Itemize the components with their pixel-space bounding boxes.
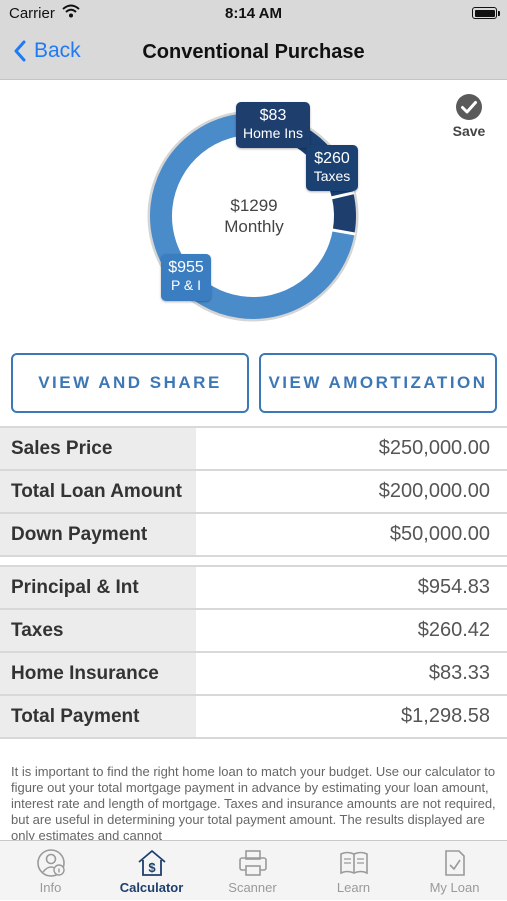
row-value[interactable]: $83.33 [428, 662, 490, 684]
tab-calculator[interactable]: $ Calculator [101, 841, 202, 901]
row-value[interactable]: $200,000.00 [378, 480, 490, 502]
chevron-left-icon [14, 40, 26, 62]
document-check-icon [444, 850, 465, 876]
table-row: Total Payment $1,298.58 [0, 696, 507, 739]
tab-scanner[interactable]: Scanner [202, 841, 303, 901]
book-icon [339, 851, 368, 875]
row-value: $954.83 [417, 576, 490, 598]
tab-label: Calculator [119, 880, 184, 895]
row-label: Down Payment [0, 514, 196, 555]
pi-amount: $955 [168, 259, 204, 276]
tab-my-loan[interactable]: My Loan [404, 841, 505, 901]
row-label: Sales Price [0, 428, 196, 469]
payment-donut-chart [147, 110, 359, 322]
page-title: Conventional Purchase [142, 41, 365, 63]
taxes-amount: $260 [314, 150, 350, 167]
tab-label: Learn [336, 880, 371, 895]
status-bar: Carrier 8:14 AM [0, 0, 507, 28]
row-value[interactable]: $250,000.00 [378, 437, 490, 459]
back-label: Back [34, 39, 81, 62]
back-button[interactable]: Back [14, 39, 81, 63]
slice-separator [331, 228, 356, 236]
status-time: 8:14 AM [225, 5, 282, 22]
donut-center-amount: $1299 [230, 196, 278, 215]
printer-icon [238, 850, 267, 876]
loan-summary-table: Sales Price $250,000.00 Total Loan Amoun… [0, 426, 507, 557]
table-row: Total Loan Amount $200,000.00 [0, 471, 507, 514]
table-row: Down Payment $50,000.00 [0, 514, 507, 557]
row-label: Principal & Int [0, 567, 196, 608]
tab-info[interactable]: Info [0, 841, 101, 901]
home-ins-label: Home Ins [243, 125, 303, 141]
pi-callout: $955 P & I [161, 254, 211, 301]
slice-separator [330, 191, 355, 200]
pi-label: P & I [170, 277, 202, 293]
view-and-share-button[interactable]: VIEW AND SHARE [11, 353, 249, 413]
taxes-callout: $260 Taxes [306, 145, 358, 191]
row-value: $1,298.58 [401, 705, 490, 727]
table-row: Sales Price $250,000.00 [0, 428, 507, 471]
table-row: Home Insurance $83.33 [0, 653, 507, 696]
save-label: Save [452, 123, 486, 139]
row-label: Total Loan Amount [0, 471, 196, 512]
table-row: Taxes $260.42 [0, 610, 507, 653]
table-row: Principal & Int $954.83 [0, 567, 507, 610]
home-ins-amount: $83 [259, 107, 287, 124]
save-button[interactable]: Save [446, 93, 492, 139]
row-value[interactable]: $50,000.00 [389, 523, 490, 545]
navigation-bar: Back Conventional Purchase [0, 28, 507, 80]
row-label: Taxes [0, 610, 196, 651]
payment-summary-table: Principal & Int $954.83 Taxes $260.42 Ho… [0, 565, 507, 739]
row-value[interactable]: $260.42 [417, 619, 490, 641]
battery-icon [472, 7, 500, 19]
donut-center: $1299 Monthly [194, 195, 314, 237]
view-amortization-button[interactable]: VIEW AMORTIZATION [259, 353, 497, 413]
row-label: Total Payment [0, 696, 196, 737]
tab-label: Info [39, 880, 62, 895]
wifi-icon [62, 4, 80, 22]
carrier-label: Carrier [9, 5, 55, 22]
taxes-label: Taxes [313, 168, 351, 184]
tab-bar: Info $ Calculator Scanner Learn My Loan [0, 840, 507, 900]
calculator-house-icon: $ [137, 850, 166, 876]
home-ins-slice [331, 192, 356, 234]
row-label: Home Insurance [0, 653, 196, 694]
svg-text:$: $ [148, 860, 156, 875]
home-ins-callout: $83 Home Ins [236, 102, 310, 148]
tab-label: My Loan [429, 880, 480, 895]
donut-center-label: Monthly [224, 217, 284, 236]
tab-learn[interactable]: Learn [303, 841, 404, 901]
disclaimer-text: It is important to find the right home l… [11, 764, 496, 840]
checkmark-circle-icon [456, 94, 482, 120]
tab-label: Scanner [228, 880, 277, 895]
info-person-icon [36, 849, 65, 877]
